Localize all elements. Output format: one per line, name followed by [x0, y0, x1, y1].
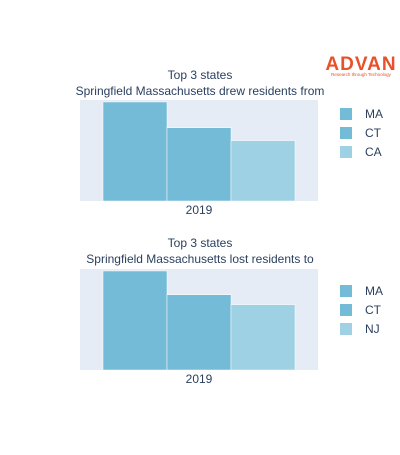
legend-label-ca[interactable]: CA	[365, 145, 382, 159]
bar-ca[interactable]	[230, 140, 296, 202]
x-tick-label: 2019	[186, 203, 213, 217]
chart-subtitle: Springfield Massachusetts drew residents…	[76, 84, 325, 98]
legend-swatch-ct[interactable]	[340, 127, 352, 139]
legend-swatch-ca[interactable]	[340, 146, 352, 158]
bar-nj[interactable]	[230, 304, 296, 371]
logo-tagline: Research through Technology	[331, 72, 391, 77]
legend-label-ct[interactable]: CT	[365, 126, 382, 140]
legend-swatch-ma[interactable]	[340, 285, 352, 297]
advan-logo: ADVAN Research through Technology	[325, 54, 396, 77]
legend-label-ct[interactable]: CT	[365, 303, 382, 317]
legend-label-ma[interactable]: MA	[365, 107, 383, 121]
bar-ct[interactable]	[166, 294, 232, 371]
bar-ct[interactable]	[166, 127, 232, 202]
chart-title: Top 3 states	[168, 236, 233, 250]
legend-swatch-nj[interactable]	[340, 323, 352, 335]
chart-title: Top 3 states	[168, 68, 233, 82]
legend[interactable]: MA CT CA	[340, 107, 383, 159]
chart-lost-to: Top 3 states Springfield Massachusetts l…	[80, 236, 383, 386]
legend-label-nj[interactable]: NJ	[365, 322, 380, 336]
bar-ma[interactable]	[102, 101, 168, 202]
chart-subtitle: Springfield Massachusetts lost residents…	[86, 252, 314, 266]
chart-drew-from: Top 3 states Springfield Massachusetts d…	[76, 68, 383, 217]
x-tick-label: 2019	[186, 372, 213, 386]
logo-name: ADVAN	[325, 54, 396, 75]
legend-swatch-ct[interactable]	[340, 304, 352, 316]
legend-label-ma[interactable]: MA	[365, 284, 383, 298]
legend[interactable]: MA CT NJ	[340, 284, 383, 336]
bar-ma[interactable]	[102, 270, 168, 371]
legend-swatch-ma[interactable]	[340, 108, 352, 120]
